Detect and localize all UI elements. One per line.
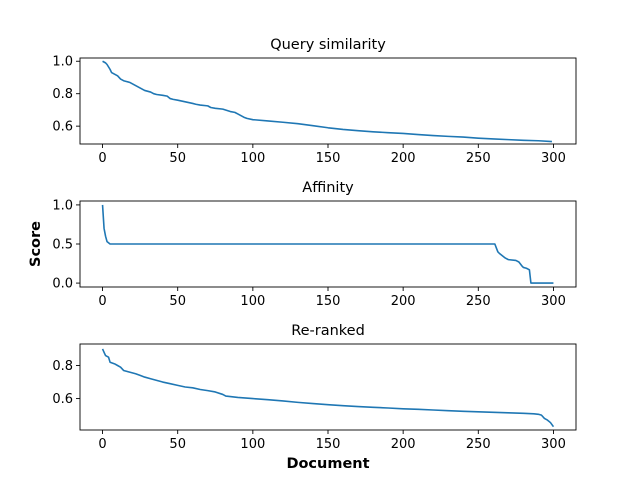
y-tick-label: 1.0 bbox=[52, 198, 73, 213]
x-tick-label: 100 bbox=[240, 151, 265, 166]
x-tick-label: 200 bbox=[391, 294, 416, 309]
panel-title: Query similarity bbox=[270, 37, 386, 53]
x-tick-label: 250 bbox=[466, 151, 491, 166]
panel-title: Affinity bbox=[302, 180, 354, 196]
y-tick-label: 0.6 bbox=[52, 392, 73, 407]
chart-panel: Affinity 0 50 100 150 200 250 300 0.0 0.5 1.0 bbox=[52, 180, 577, 309]
x-axis-label: Document bbox=[286, 456, 369, 472]
x-tick-label: 150 bbox=[316, 294, 341, 309]
x-tick-label: 300 bbox=[541, 151, 566, 166]
y-tick-label: 0.8 bbox=[52, 87, 73, 102]
y-tick-label: 0.8 bbox=[52, 359, 73, 374]
x-tick-label: 200 bbox=[391, 151, 416, 166]
panel-title: Re-ranked bbox=[291, 323, 365, 339]
axes-frame bbox=[79, 57, 577, 145]
x-tick-label: 300 bbox=[541, 437, 566, 452]
y-tick-label: 0.6 bbox=[52, 120, 73, 135]
x-tick-label: 150 bbox=[316, 437, 341, 452]
y-axis-label: Score bbox=[28, 221, 44, 267]
y-tick-label: 1.0 bbox=[52, 55, 73, 70]
x-tick-label: 300 bbox=[541, 294, 566, 309]
y-tick-label: 0.0 bbox=[52, 277, 73, 292]
x-tick-label: 50 bbox=[169, 294, 186, 309]
y-tick-label: 0.5 bbox=[52, 238, 73, 253]
series-line bbox=[101, 348, 555, 428]
x-tick-label: 200 bbox=[391, 437, 416, 452]
axes-frame bbox=[79, 343, 577, 431]
x-tick-label: 150 bbox=[316, 151, 341, 166]
x-tick-label: 50 bbox=[169, 151, 186, 166]
series-line bbox=[101, 204, 554, 284]
x-tick-label: 0 bbox=[98, 294, 106, 309]
x-tick-label: 0 bbox=[98, 437, 106, 452]
x-tick-label: 100 bbox=[240, 294, 265, 309]
x-tick-label: 250 bbox=[466, 437, 491, 452]
x-tick-label: 250 bbox=[466, 294, 491, 309]
x-tick-label: 50 bbox=[169, 437, 186, 452]
series-line bbox=[102, 60, 552, 143]
x-tick-label: 100 bbox=[240, 437, 265, 452]
x-tick-label: 0 bbox=[98, 151, 106, 166]
chart-panel: Query similarity 0 50 100 150 200 250 300 0.6 0.8… bbox=[52, 37, 577, 166]
chart-panel: Re-ranked 0 50 100 150 200 250 300 0.6 0.8 bbox=[52, 323, 577, 452]
